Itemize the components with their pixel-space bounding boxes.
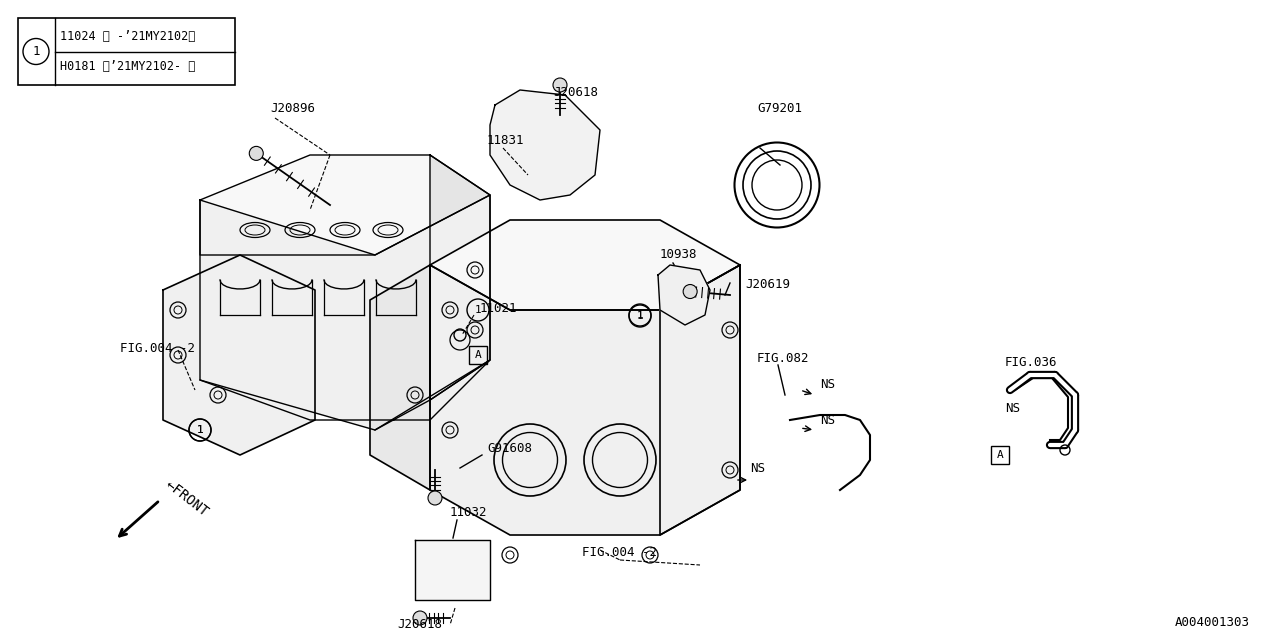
Bar xyxy=(18,18,236,85)
Text: NS: NS xyxy=(820,413,835,426)
Text: FIG.004 -2: FIG.004 -2 xyxy=(582,545,657,559)
Text: 11021: 11021 xyxy=(480,301,517,314)
Text: 11024 〈 -’21MY2102〉: 11024 〈 -’21MY2102〉 xyxy=(60,29,196,43)
Text: ←FRONT: ←FRONT xyxy=(163,477,211,519)
Text: H0181 〈’21MY2102- 〉: H0181 〈’21MY2102- 〉 xyxy=(60,60,196,74)
Text: 10938: 10938 xyxy=(660,248,698,262)
Text: FIG.082: FIG.082 xyxy=(756,351,809,365)
Circle shape xyxy=(250,147,264,161)
Text: J20618: J20618 xyxy=(553,86,598,99)
Text: 1: 1 xyxy=(32,45,40,58)
Polygon shape xyxy=(200,155,490,255)
Bar xyxy=(991,446,1009,464)
Text: NS: NS xyxy=(820,378,835,392)
Polygon shape xyxy=(163,255,315,455)
Circle shape xyxy=(553,78,567,92)
Text: 1: 1 xyxy=(475,305,481,315)
Text: A004001303: A004001303 xyxy=(1175,616,1251,628)
Text: 1: 1 xyxy=(197,425,204,435)
Polygon shape xyxy=(200,195,490,430)
Bar xyxy=(468,346,486,364)
Text: 1: 1 xyxy=(636,310,644,320)
Text: NS: NS xyxy=(1005,401,1020,415)
Polygon shape xyxy=(430,265,740,535)
Text: NS: NS xyxy=(750,461,765,474)
Text: 11032: 11032 xyxy=(451,506,488,518)
Text: FIG.036: FIG.036 xyxy=(1005,355,1057,369)
Circle shape xyxy=(428,491,442,505)
Text: 1: 1 xyxy=(636,311,644,321)
Polygon shape xyxy=(658,265,710,325)
Polygon shape xyxy=(370,265,430,490)
Text: G79201: G79201 xyxy=(756,102,803,115)
Text: J20896: J20896 xyxy=(270,102,315,115)
Polygon shape xyxy=(660,265,740,535)
Polygon shape xyxy=(415,540,490,600)
Circle shape xyxy=(684,285,698,298)
Polygon shape xyxy=(430,155,490,400)
Text: FIG.004 -2: FIG.004 -2 xyxy=(120,342,195,355)
Text: G91608: G91608 xyxy=(486,442,532,454)
Text: J20618: J20618 xyxy=(397,618,442,632)
Polygon shape xyxy=(490,90,600,200)
Text: A: A xyxy=(475,350,481,360)
Polygon shape xyxy=(430,220,740,310)
Text: J20619: J20619 xyxy=(745,278,790,291)
Circle shape xyxy=(413,611,428,625)
Text: A: A xyxy=(997,450,1004,460)
Text: 11831: 11831 xyxy=(486,134,525,147)
Text: 1: 1 xyxy=(197,425,204,435)
